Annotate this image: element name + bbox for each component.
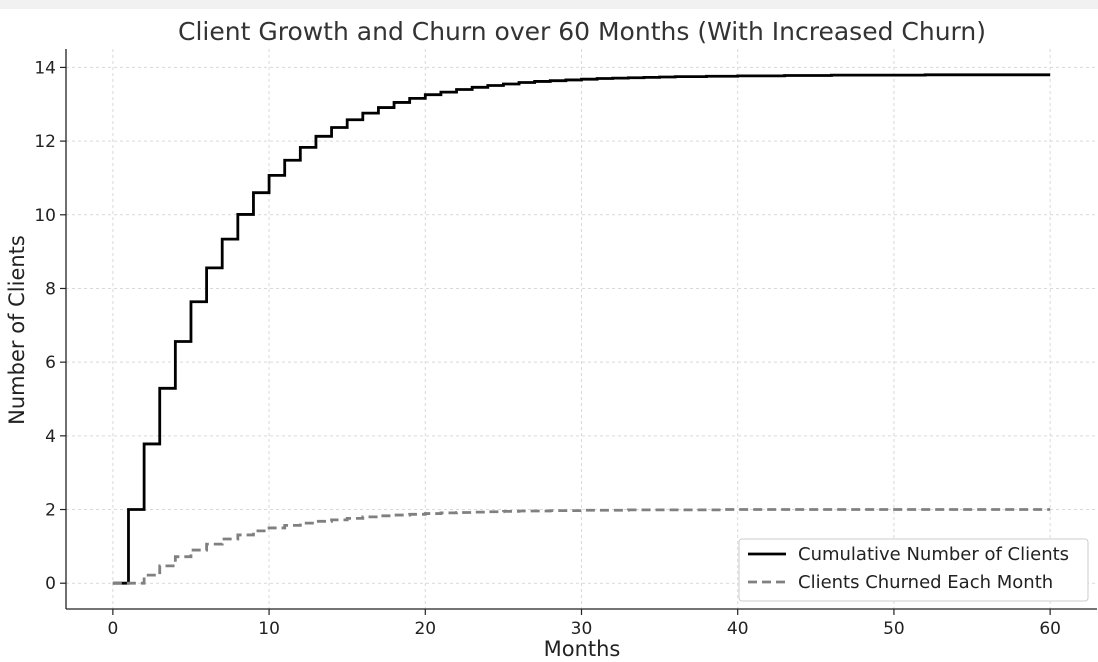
x-tick-label-40: 40: [727, 619, 749, 639]
legend-label-cumulative: Cumulative Number of Clients: [798, 544, 1069, 565]
legend-box: [738, 538, 1089, 602]
y-tick-label-0: 0: [45, 574, 56, 594]
y-tick-label-8: 8: [45, 279, 56, 299]
series-layer: [112, 73, 1051, 585]
y-tick-label-12: 12: [34, 132, 56, 152]
x-tick-label-60: 60: [1039, 619, 1061, 639]
top-strip: [0, 0, 1098, 9]
x-tick-label-10: 10: [258, 619, 280, 639]
y-tick-label-4: 4: [45, 427, 56, 447]
chart-title: Client Growth and Churn over 60 Months (…: [178, 17, 986, 46]
legend-label-churned: Clients Churned Each Month: [798, 572, 1053, 593]
y-tick-label-14: 14: [34, 58, 56, 78]
x-tick-label-30: 30: [571, 619, 593, 639]
tick-layer: 0 10 20 30 40 50 60 0 2 4 6 8 10 12 14: [34, 58, 1061, 639]
x-tick-label-50: 50: [883, 619, 905, 639]
y-tick-label-2: 2: [45, 501, 56, 521]
x-tick-label-20: 20: [414, 619, 436, 639]
series-line-0: [112, 73, 1051, 585]
y-axis-label: Number of Clients: [5, 235, 29, 425]
series-line-1: [112, 508, 1051, 585]
x-tick-label-0: 0: [107, 619, 118, 639]
x-axis-label: Months: [544, 637, 621, 661]
y-tick-label-6: 6: [45, 353, 56, 373]
y-tick-label-10: 10: [34, 206, 56, 226]
grid-layer: [66, 49, 1097, 609]
legend: Cumulative Number of Clients Clients Chu…: [738, 538, 1089, 602]
